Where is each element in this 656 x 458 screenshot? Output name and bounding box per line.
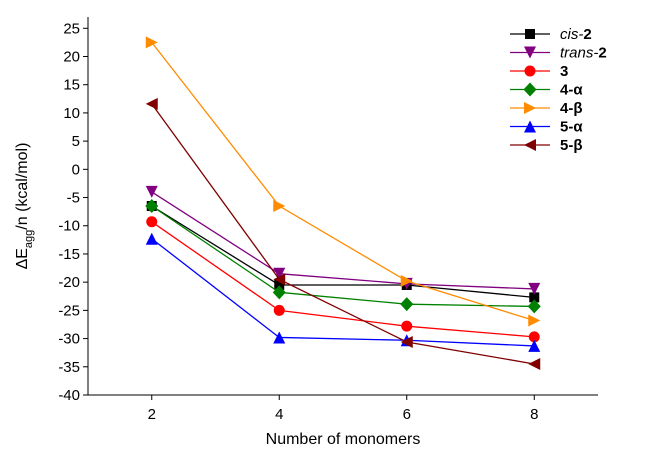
- legend-label-part: 2: [583, 26, 591, 43]
- legend-marker: [524, 65, 536, 77]
- series-6: [145, 97, 541, 370]
- legend-marker: [524, 46, 536, 59]
- x-tick-label: 6: [403, 406, 411, 423]
- series-line: [151, 238, 535, 347]
- y-axis-title-suffix: /n (kcal/mol): [14, 143, 31, 230]
- series-line: [151, 103, 535, 365]
- data-point: [146, 216, 158, 228]
- series-line: [151, 205, 535, 299]
- data-point: [400, 275, 413, 288]
- x-axis-title: Number of monomers: [266, 431, 421, 448]
- data-point: [528, 331, 540, 343]
- data-point: [145, 199, 159, 213]
- legend-label: cis-2: [560, 26, 592, 43]
- y-axis-title: ΔEagg/n (kcal/mol): [14, 143, 35, 270]
- data-point: [528, 357, 541, 370]
- series-line: [151, 221, 535, 338]
- legend-label-part: 4-β: [560, 100, 583, 117]
- y-tick-label: 0: [72, 161, 80, 178]
- data-point: [528, 314, 541, 327]
- y-tick-label: 20: [63, 48, 80, 65]
- data-point: [145, 185, 158, 198]
- legend-entry-4: 4-β: [510, 100, 583, 117]
- series-4: [145, 36, 541, 327]
- y-tick-label: 25: [63, 20, 80, 37]
- data-point: [273, 273, 286, 286]
- plot-area: 25 20 15 10 5 0 -5 -10 -15 -20 -25 -30 -35 -40 2 4 6 8: [58, 17, 598, 423]
- legend-label: 4-β: [560, 100, 583, 117]
- x-tick-label: 2: [148, 406, 156, 423]
- y-tick-label: -40: [58, 387, 80, 404]
- series-line: [151, 205, 535, 308]
- data-point: [273, 331, 286, 344]
- series-line: [151, 191, 535, 290]
- series-3: [145, 199, 541, 314]
- data-point: [272, 285, 286, 300]
- y-axis-title-subscript: agg: [23, 230, 35, 248]
- data-point: [145, 97, 158, 110]
- data-point: [527, 299, 541, 314]
- y-tick-label: -30: [58, 331, 80, 348]
- legend-entry-0: cis-2: [510, 26, 592, 43]
- legend-marker: [524, 102, 536, 114]
- data-point: [274, 279, 285, 290]
- legend-label-part: trans-: [560, 45, 598, 62]
- legend-entry-6: 5-β: [510, 137, 583, 154]
- legend-label: 4-α: [560, 82, 583, 99]
- legend-entry-5: 5-α: [510, 119, 583, 136]
- legend-label-part: 3: [560, 63, 568, 80]
- legend-label-part: 5-α: [560, 119, 583, 136]
- y-tick-label: -20: [58, 274, 80, 291]
- y-tick-label: -15: [58, 246, 80, 263]
- data-point: [273, 200, 286, 212]
- data-point: [400, 335, 413, 348]
- legend-label: 5-α: [560, 119, 583, 136]
- legend-label-part: 5-β: [560, 137, 583, 154]
- series-line: [151, 41, 535, 322]
- legend-entry-1: trans-2: [510, 45, 607, 62]
- data-point: [401, 320, 413, 332]
- legend-label: 5-β: [560, 137, 583, 154]
- y-tick-label: 5: [72, 133, 80, 150]
- data-point: [145, 36, 158, 49]
- series-2: [146, 216, 540, 343]
- legend-label-part: 2: [598, 45, 606, 62]
- series-1: [145, 185, 541, 295]
- y-tick-label: 15: [63, 77, 80, 94]
- legend-label-part: 4-α: [560, 82, 583, 99]
- data-point: [273, 304, 285, 316]
- legend-entry-2: 3: [510, 63, 568, 80]
- legend-marker: [524, 139, 536, 151]
- legend-marker: [524, 120, 536, 133]
- legend-marker: [523, 82, 537, 97]
- data-point: [145, 232, 158, 245]
- y-tick-label: -5: [67, 190, 80, 207]
- legend-entry-3: 4-α: [510, 82, 583, 99]
- y-tick-label: -25: [58, 302, 80, 319]
- data-point: [528, 282, 541, 295]
- legend-label: 3: [560, 63, 568, 80]
- legend-marker: [525, 29, 535, 39]
- data-point: [273, 267, 286, 280]
- legend-label: trans-2: [560, 45, 607, 62]
- y-axis-title-prefix: ΔE: [14, 248, 31, 269]
- x-tick-label: 8: [530, 406, 538, 423]
- y-tick-label: -35: [58, 359, 80, 376]
- legend-label-part: cis-: [560, 26, 583, 43]
- data-point: [528, 339, 541, 352]
- data-point: [400, 297, 414, 312]
- y-tick-label: 10: [63, 105, 80, 122]
- y-tick-label: -10: [58, 218, 80, 235]
- x-tick-label: 4: [275, 406, 283, 423]
- data-point: [529, 292, 540, 303]
